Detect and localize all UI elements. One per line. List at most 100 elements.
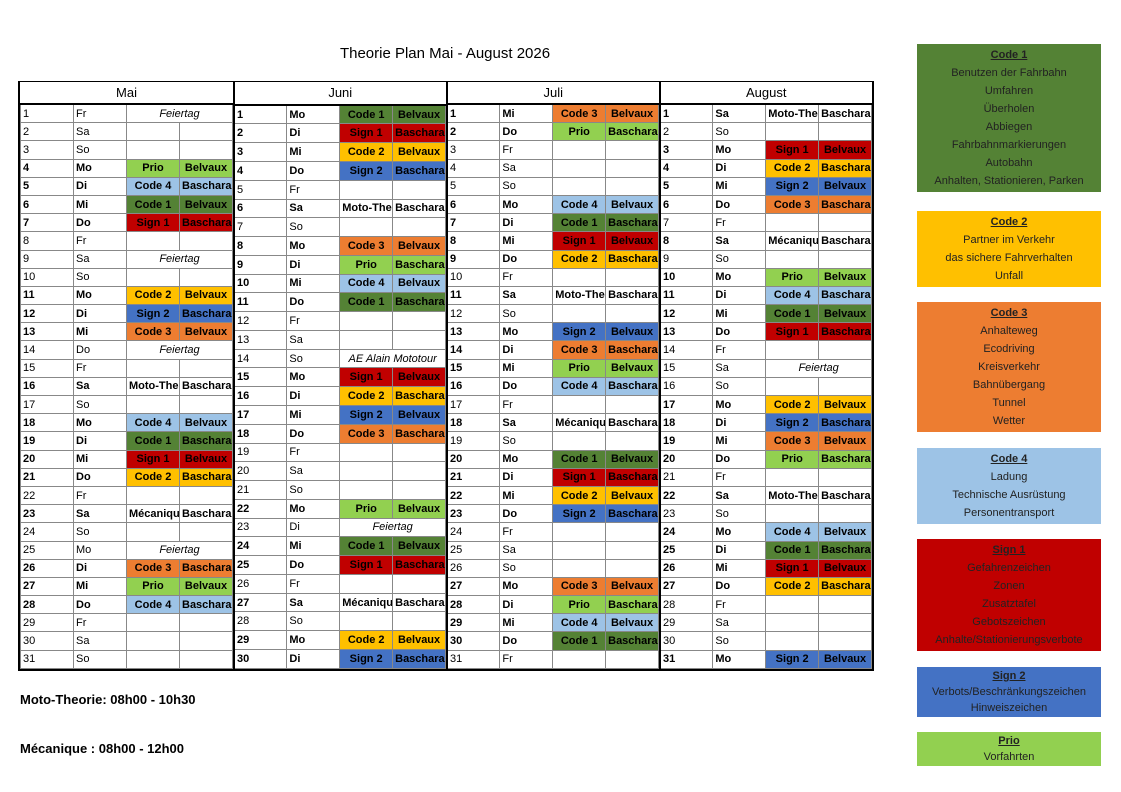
weekday: So — [712, 249, 767, 269]
course: Code 3 — [126, 558, 180, 578]
event-note: Feiertag — [126, 540, 233, 560]
legend-item: Benutzen der Fahrbahn — [951, 67, 1067, 79]
header-row: Juni — [234, 82, 446, 106]
day-row: 19 Fr — [233, 442, 446, 463]
location: Belvaux — [392, 104, 446, 125]
day-row: 17 Mi Sign 2 Belvaux — [233, 404, 446, 425]
location: Belvaux — [818, 267, 872, 287]
location: Bascharage — [818, 485, 872, 506]
day-row: 12 Mi Code 1 Belvaux — [659, 304, 872, 324]
day-row: 11 Mo Code 2 Belvaux — [20, 285, 233, 306]
day: 7 — [659, 213, 714, 233]
legend-item: Personentransport — [963, 507, 1055, 519]
day-row: 20 Mo Code 1 Belvaux — [446, 449, 659, 469]
course: Code 4 — [552, 376, 607, 397]
weekday: Sa — [712, 358, 767, 378]
weekday: Sa — [73, 504, 127, 524]
day: 14 — [446, 340, 501, 360]
empty — [126, 122, 180, 142]
header-row: Juli — [447, 82, 659, 105]
course: Sign 1 — [765, 322, 820, 342]
location: Bascharage — [818, 285, 872, 306]
weekday: So — [712, 376, 767, 397]
day: 20 — [233, 461, 288, 482]
location: Bascharage — [605, 631, 659, 651]
day: 29 — [233, 630, 288, 650]
day: 9 — [233, 254, 288, 275]
weekday: Sa — [712, 485, 767, 506]
day-row: 14 So AE Alain Mototour — [233, 348, 446, 369]
weekday: Sa — [499, 540, 554, 560]
day: 14 — [233, 348, 288, 369]
day: 24 — [446, 522, 501, 542]
course: Code 3 — [339, 236, 394, 256]
day-row: 24 So — [20, 522, 233, 542]
day: 22 — [233, 498, 288, 519]
day: 15 — [659, 358, 714, 378]
course: Code 3 — [552, 340, 607, 360]
location: Bascharage — [392, 161, 446, 181]
location: Belvaux — [179, 413, 233, 433]
day: 14 — [20, 340, 74, 360]
legend-item: Unfall — [994, 270, 1024, 282]
day-row: 10 Mo Prio Belvaux — [659, 267, 872, 287]
day: 15 — [446, 358, 501, 378]
location: Bascharage — [179, 213, 233, 233]
weekday: Mi — [286, 404, 341, 425]
empty — [339, 461, 394, 482]
day: 13 — [446, 322, 501, 342]
day: 9 — [446, 249, 501, 269]
weekday: So — [499, 558, 554, 578]
empty — [552, 431, 607, 451]
day-row: 4 Sa — [446, 158, 659, 178]
location: Bascharage — [179, 176, 233, 196]
location: Bascharage — [818, 413, 872, 433]
day: 8 — [446, 231, 501, 251]
course: Sign 1 — [126, 213, 180, 233]
day: 9 — [20, 249, 74, 269]
day-row: 3 Fr — [446, 140, 659, 160]
day-row: 23SaMécaniqueBascharage — [20, 504, 233, 524]
empty — [179, 631, 233, 651]
location: Bascharage — [392, 254, 446, 275]
course: Prio — [552, 595, 607, 615]
weekday: Mo — [286, 104, 341, 125]
weekday: Mi — [286, 142, 341, 163]
weekday: Mo — [73, 158, 127, 178]
day: 21 — [446, 467, 501, 487]
course: Code 2 — [552, 485, 607, 506]
weekday: Fr — [499, 522, 554, 542]
legend-item: Technische Ausrüstung — [952, 489, 1066, 501]
empty — [605, 304, 659, 324]
weekday: Di — [712, 540, 767, 560]
location: Bascharage — [392, 648, 446, 669]
weekday: So — [286, 348, 341, 369]
location: Belvaux — [818, 558, 872, 578]
empty — [552, 176, 607, 196]
day-row: 8 Mi Sign 1 Belvaux — [446, 231, 659, 251]
weekday: Di — [73, 431, 127, 451]
empty — [126, 613, 180, 633]
day: 27 — [233, 592, 288, 613]
day-row: 27SaMécaniqueBascharage — [233, 592, 446, 613]
location: Bascharage — [179, 558, 233, 578]
day: 5 — [233, 179, 288, 200]
day: 1 — [20, 103, 74, 124]
day: 2 — [233, 123, 288, 144]
location: Bascharage — [392, 386, 446, 406]
weekday: Di — [286, 648, 341, 669]
weekday: Mo — [499, 194, 554, 215]
weekday: So — [499, 304, 554, 324]
day: 20 — [659, 449, 714, 469]
day: 29 — [659, 613, 714, 633]
day-row: 17 Mo Code 2 Belvaux — [659, 394, 872, 415]
course: Code 2 — [126, 467, 180, 487]
legend-item: Ladung — [990, 471, 1028, 483]
location: Bascharage — [605, 122, 659, 142]
